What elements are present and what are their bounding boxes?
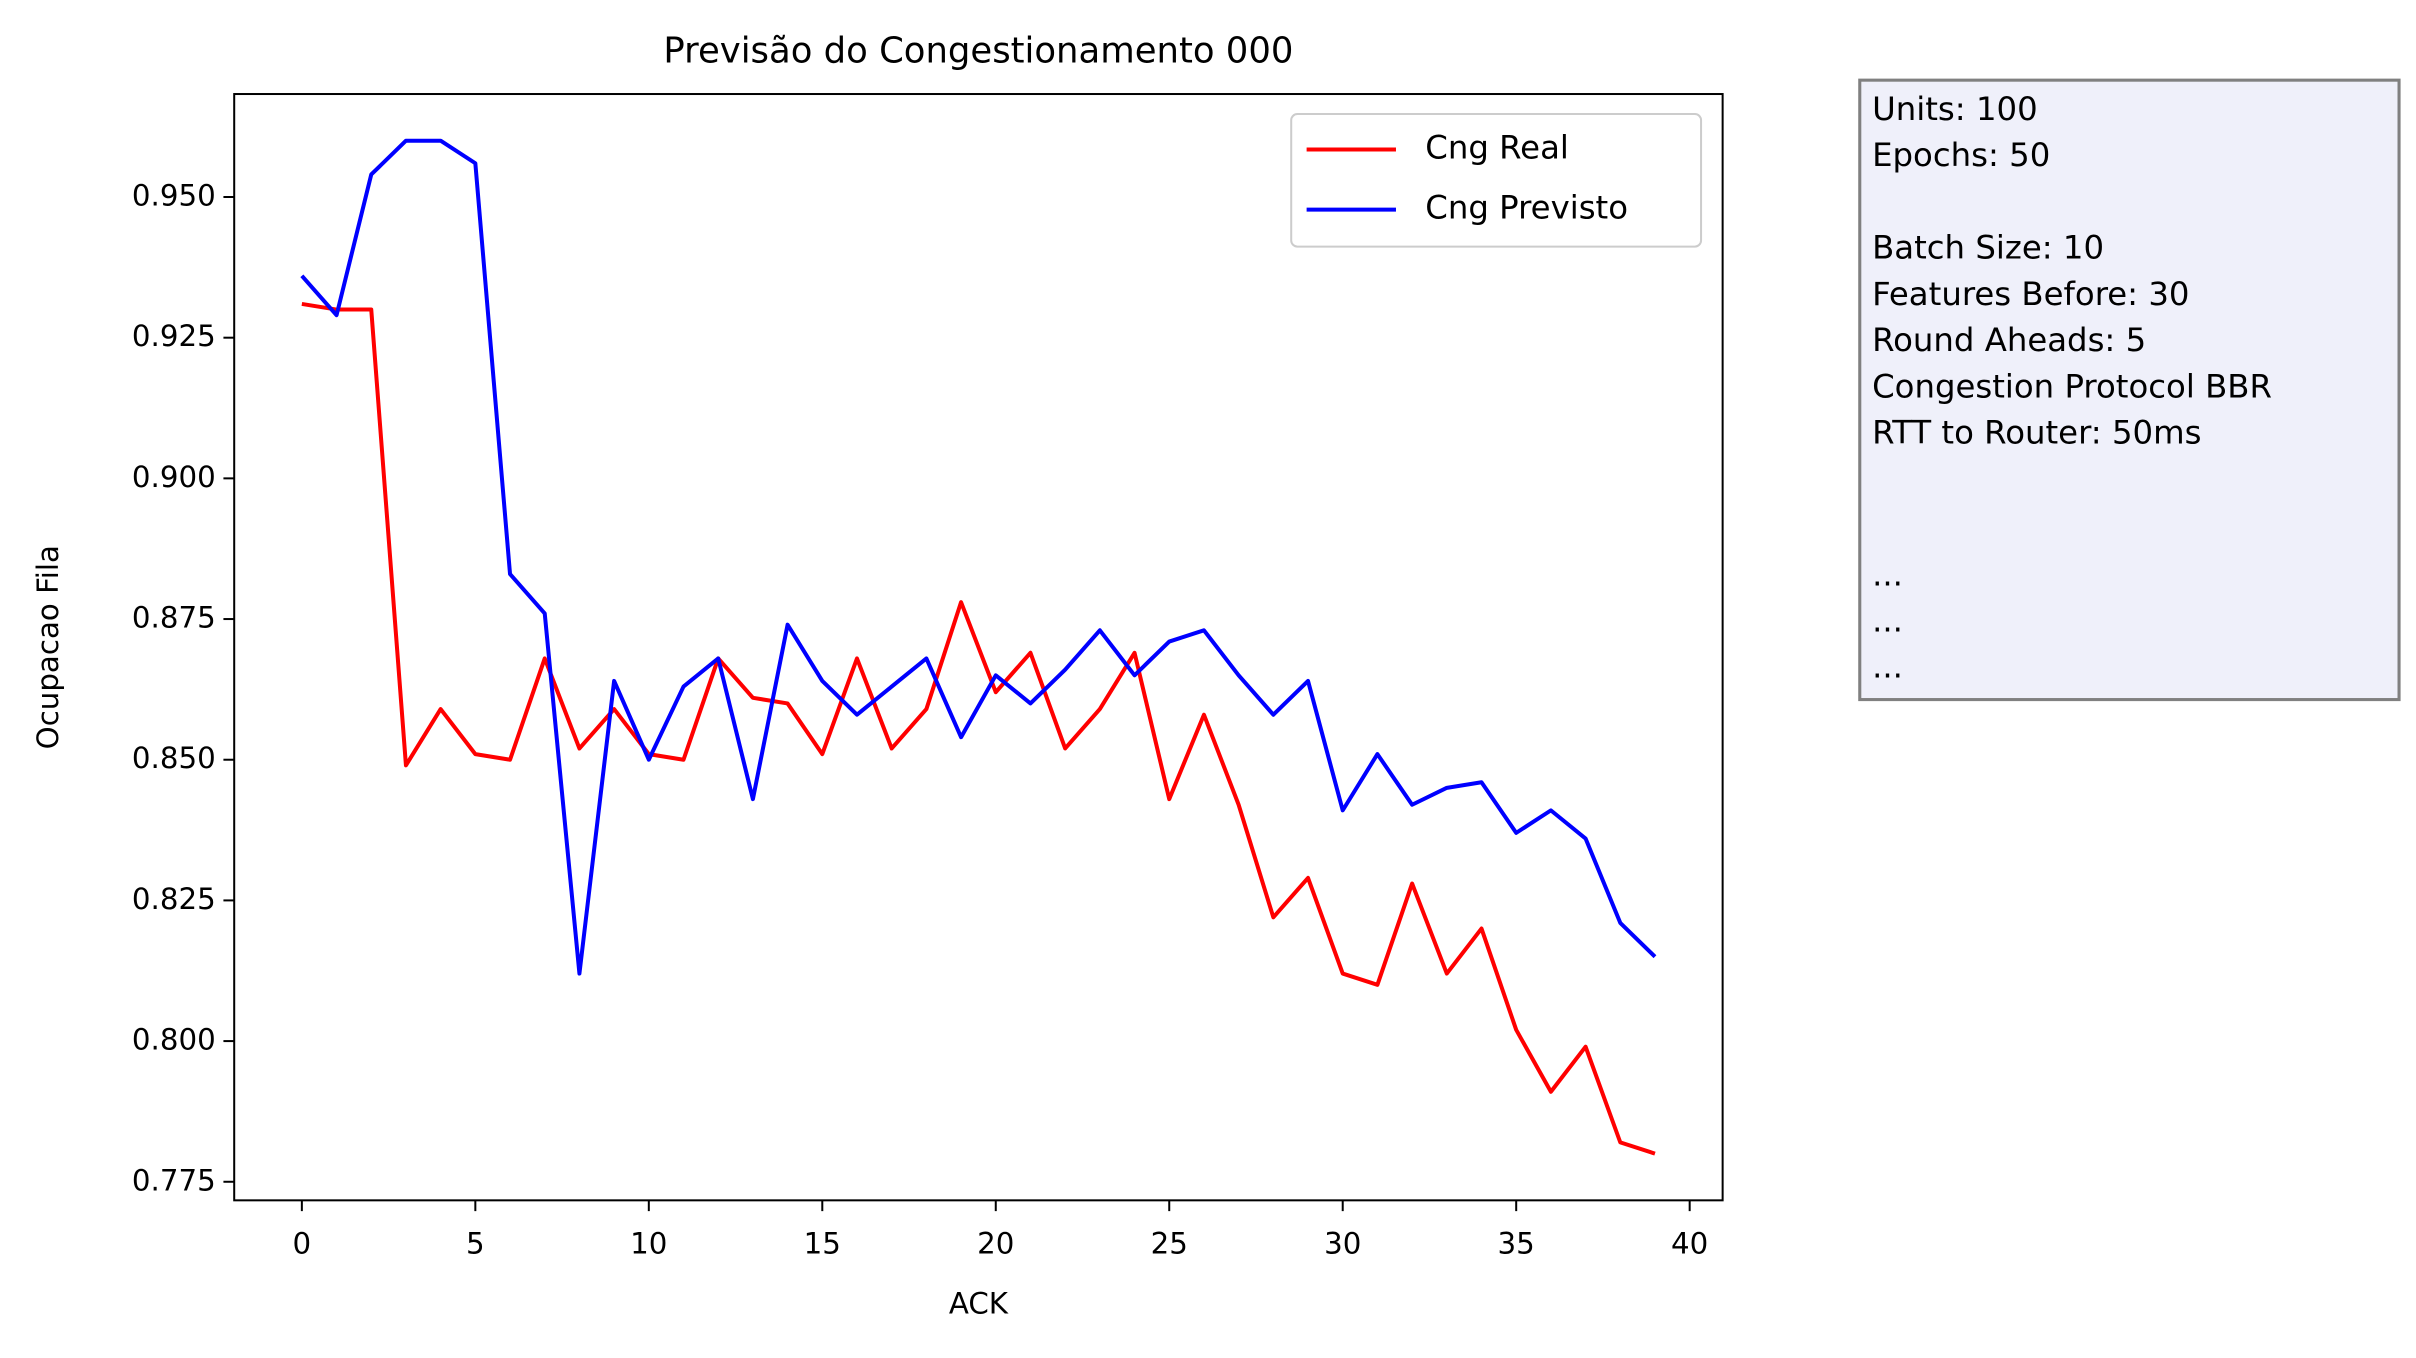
x-axis-label: ACK [949,1287,1009,1321]
info-line: ... [1872,555,1903,593]
info-line: Congestion Protocol BBR [1872,367,2272,405]
y-tick-label: 0.900 [132,460,216,494]
x-tick-label: 30 [1324,1227,1361,1261]
legend-label: Cng Previsto [1425,189,1628,227]
legend-box [1290,113,1703,248]
chart-title: Previsão do Congestionamento 000 [663,30,1293,71]
x-tick-label: 40 [1671,1227,1708,1261]
x-tick-label: 25 [1151,1227,1188,1261]
plot-frame [233,93,1724,1202]
info-box [1858,78,2401,702]
y-tick-label: 0.825 [132,882,216,916]
y-tick-label: 0.925 [132,319,216,353]
series-line [301,301,1656,1156]
info-line: Epochs: 50 [1872,136,2050,174]
x-tick-label: 0 [293,1227,312,1261]
info-line: Features Before: 30 [1872,275,2189,313]
x-tick-label: 20 [977,1227,1014,1261]
series-line [300,138,1657,976]
y-axis-label: Ocupacao Fila [31,545,65,749]
info-line: Batch Size: 10 [1872,229,2104,267]
info-line: ... [1872,648,1903,686]
legend-label: Cng Real [1425,128,1569,166]
y-tick-label: 0.875 [132,601,216,635]
info-line: RTT to Router: 50ms [1872,414,2201,452]
info-line: ... [1872,602,1903,640]
x-tick-label: 10 [630,1227,667,1261]
x-tick-label: 5 [466,1227,485,1261]
info-text: Units: 100 Epochs: 50 Batch Size: 10 Fea… [1872,90,2272,686]
y-tick-label: 0.850 [132,741,216,775]
info-line: Units: 100 [1872,90,2038,128]
info-line: Round Aheads: 5 [1872,321,2146,359]
y-tick-label: 0.950 [132,179,216,213]
x-tick-label: 15 [804,1227,841,1261]
y-tick-label: 0.800 [132,1023,216,1057]
x-tick-label: 35 [1498,1227,1535,1261]
y-tick-label: 0.775 [132,1163,216,1197]
